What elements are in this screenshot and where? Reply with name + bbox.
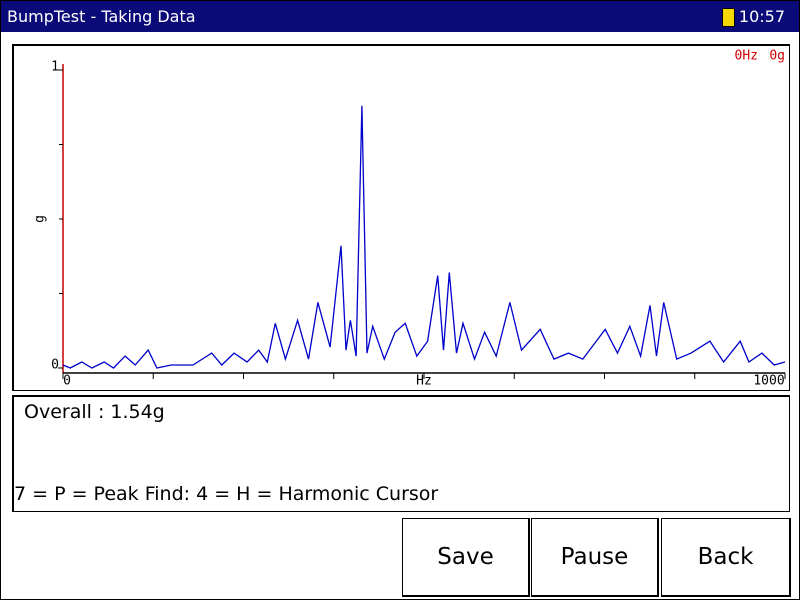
window-title: BumpTest - Taking Data <box>7 7 196 26</box>
y-tick-label: 1 <box>51 60 59 75</box>
x-tick-label: 1000 <box>753 374 784 389</box>
chart-panel <box>12 44 790 391</box>
y-tick-label: 0 <box>51 358 59 373</box>
x-tick-label: 0 <box>63 374 71 389</box>
save-button[interactable]: Save <box>402 518 530 597</box>
key-hint: 7 = P = Peak Find: 4 = H = Harmonic Curs… <box>14 483 439 505</box>
back-button[interactable]: Back <box>661 518 791 597</box>
cursor-amplitude: 0g <box>769 49 785 64</box>
pause-button[interactable]: Pause <box>531 518 659 597</box>
y-axis-label: g <box>33 215 48 223</box>
cursor-frequency: 0Hz <box>735 49 758 64</box>
info-panel: Overall : 1.54g 7 = P = Peak Find: 4 = H… <box>12 395 790 512</box>
battery-icon <box>722 8 735 27</box>
title-bar: BumpTest - Taking Data 10:57 <box>1 1 799 32</box>
clock: 10:57 <box>738 7 785 26</box>
overall-value: Overall : 1.54g <box>24 401 165 423</box>
spectrum-line <box>62 105 786 369</box>
x-axis-label: Hz <box>416 374 432 389</box>
